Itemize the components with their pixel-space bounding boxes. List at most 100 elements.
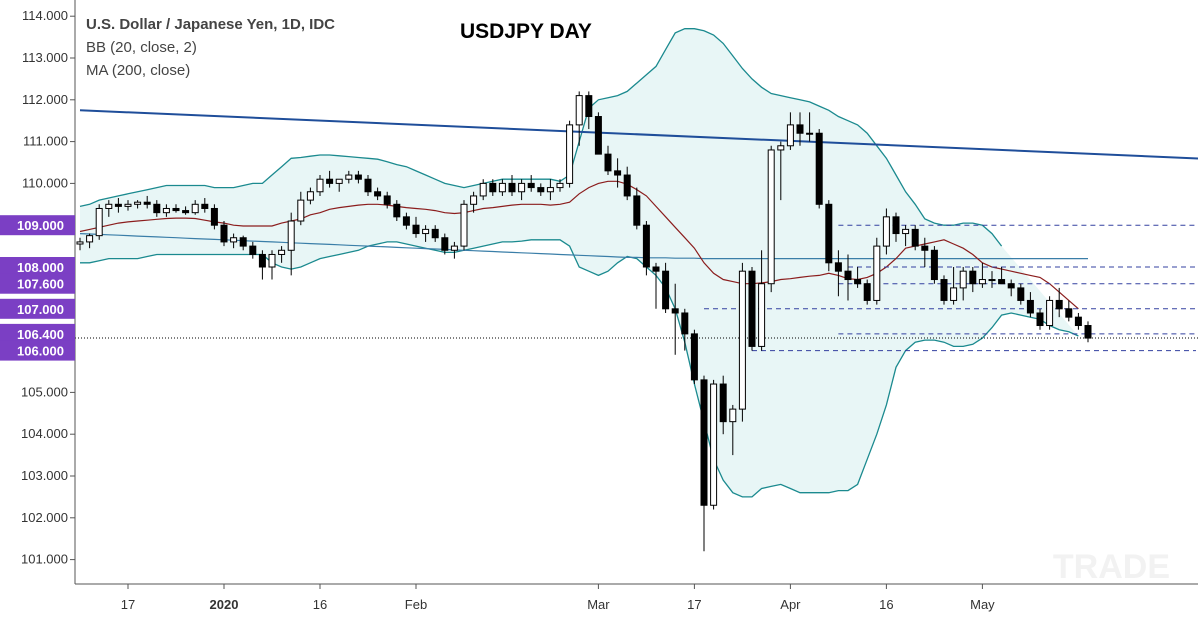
x-tick-label: Feb — [405, 597, 427, 612]
candle-body — [230, 237, 238, 243]
legend-ma: MA (200, close) — [86, 62, 190, 79]
candle-body — [191, 203, 199, 214]
candle-body — [182, 210, 190, 214]
candle-body — [546, 187, 554, 193]
candle-body — [767, 149, 775, 285]
x-tick-label: May — [970, 597, 995, 612]
candle-body — [1055, 299, 1063, 310]
chart-title: USDJPY DAY — [460, 20, 592, 43]
price-tag-label: 106.000 — [17, 344, 64, 359]
candle-body — [844, 270, 852, 281]
candle-body — [873, 245, 881, 301]
candle-body — [825, 203, 833, 264]
candle-body — [642, 224, 650, 268]
candle-body — [239, 237, 247, 247]
candle-body — [911, 228, 919, 247]
candle-body — [623, 174, 631, 197]
candle-body — [930, 249, 938, 281]
candle-body — [594, 116, 602, 155]
y-tick-label: 112.000 — [22, 92, 68, 107]
candle-body — [402, 216, 410, 226]
trendline — [79, 109, 1198, 160]
candle-body — [316, 178, 324, 193]
candle-body — [748, 270, 756, 347]
candle-body — [162, 207, 170, 214]
price-tag-bg — [0, 298, 75, 319]
candle-body — [374, 191, 382, 197]
candle-body — [738, 270, 746, 410]
candle-body — [134, 201, 142, 205]
candle-body — [422, 228, 430, 235]
candle-body — [575, 95, 583, 126]
candle-body — [892, 216, 900, 235]
candle-body — [921, 245, 929, 251]
candle-body — [1084, 325, 1092, 339]
candle-body — [998, 279, 1006, 285]
candle-body — [268, 253, 276, 268]
candle-body — [153, 203, 161, 214]
candle-body — [671, 308, 679, 314]
candle-body — [566, 124, 574, 184]
candle-body — [1065, 308, 1073, 318]
candle-body — [518, 182, 526, 193]
candle-body — [1074, 316, 1082, 327]
x-tick-label: 17 — [121, 597, 135, 612]
price-tag-label: 107.000 — [17, 302, 64, 317]
candle-body — [489, 182, 497, 193]
candle-body — [806, 132, 814, 135]
candle-body — [95, 207, 103, 237]
candle-body — [76, 241, 84, 245]
bb-upper-line — [79, 28, 1003, 247]
candle-body — [450, 245, 458, 251]
candle-body — [86, 235, 94, 243]
candles — [76, 91, 1092, 552]
candle-body — [537, 187, 545, 193]
candle-body — [201, 203, 209, 209]
candle-body — [940, 279, 948, 301]
candle-body — [508, 182, 516, 193]
y-tick-label: 113.000 — [22, 50, 68, 65]
price-tag-label: 108.000 — [17, 260, 64, 275]
price-tag-bg — [0, 215, 75, 236]
price-tag-label: 109.000 — [17, 218, 64, 233]
candle-body — [796, 124, 804, 134]
candle-body — [220, 224, 228, 243]
x-tick-label: Apr — [780, 597, 801, 612]
candle-body — [354, 174, 362, 180]
y-tick-label: 101.000 — [21, 552, 68, 567]
candle-body — [758, 283, 766, 347]
candle-body — [729, 408, 737, 423]
candle-body — [412, 224, 420, 235]
candle-body — [1026, 299, 1034, 314]
price-level-tags: 109.000 108.000 107.600 107.000 106.400 106.0… — [0, 215, 75, 361]
price-tag-label: 107.600 — [17, 277, 64, 292]
bb-lower-line — [80, 239, 1079, 498]
candle-body — [172, 207, 180, 212]
candle-body — [114, 203, 122, 207]
candle-body — [710, 383, 718, 506]
candle-body — [1046, 299, 1054, 327]
x-tick-label: Mar — [587, 597, 610, 612]
candle-body — [1036, 312, 1044, 327]
x-tick-label: 16 — [313, 597, 327, 612]
bb-fill — [80, 28, 1079, 497]
candle-body — [863, 283, 871, 301]
candle-body — [143, 201, 151, 205]
candle-body — [105, 203, 113, 209]
candle-body — [950, 287, 958, 301]
candle-body — [527, 182, 535, 189]
price-tag-label: 106.400 — [17, 327, 64, 342]
candle-body — [306, 191, 314, 201]
x-tick-label: 17 — [687, 597, 701, 612]
candle-body — [470, 195, 478, 205]
x-tick-label: 16 — [879, 597, 893, 612]
candle-body — [479, 182, 487, 197]
candle-body — [297, 199, 305, 222]
candle-body — [393, 203, 401, 218]
legend-bb: BB (20, close, 2) — [86, 39, 197, 56]
candle-body — [364, 178, 372, 193]
candle-body — [1017, 287, 1025, 301]
candle-body — [287, 220, 295, 251]
